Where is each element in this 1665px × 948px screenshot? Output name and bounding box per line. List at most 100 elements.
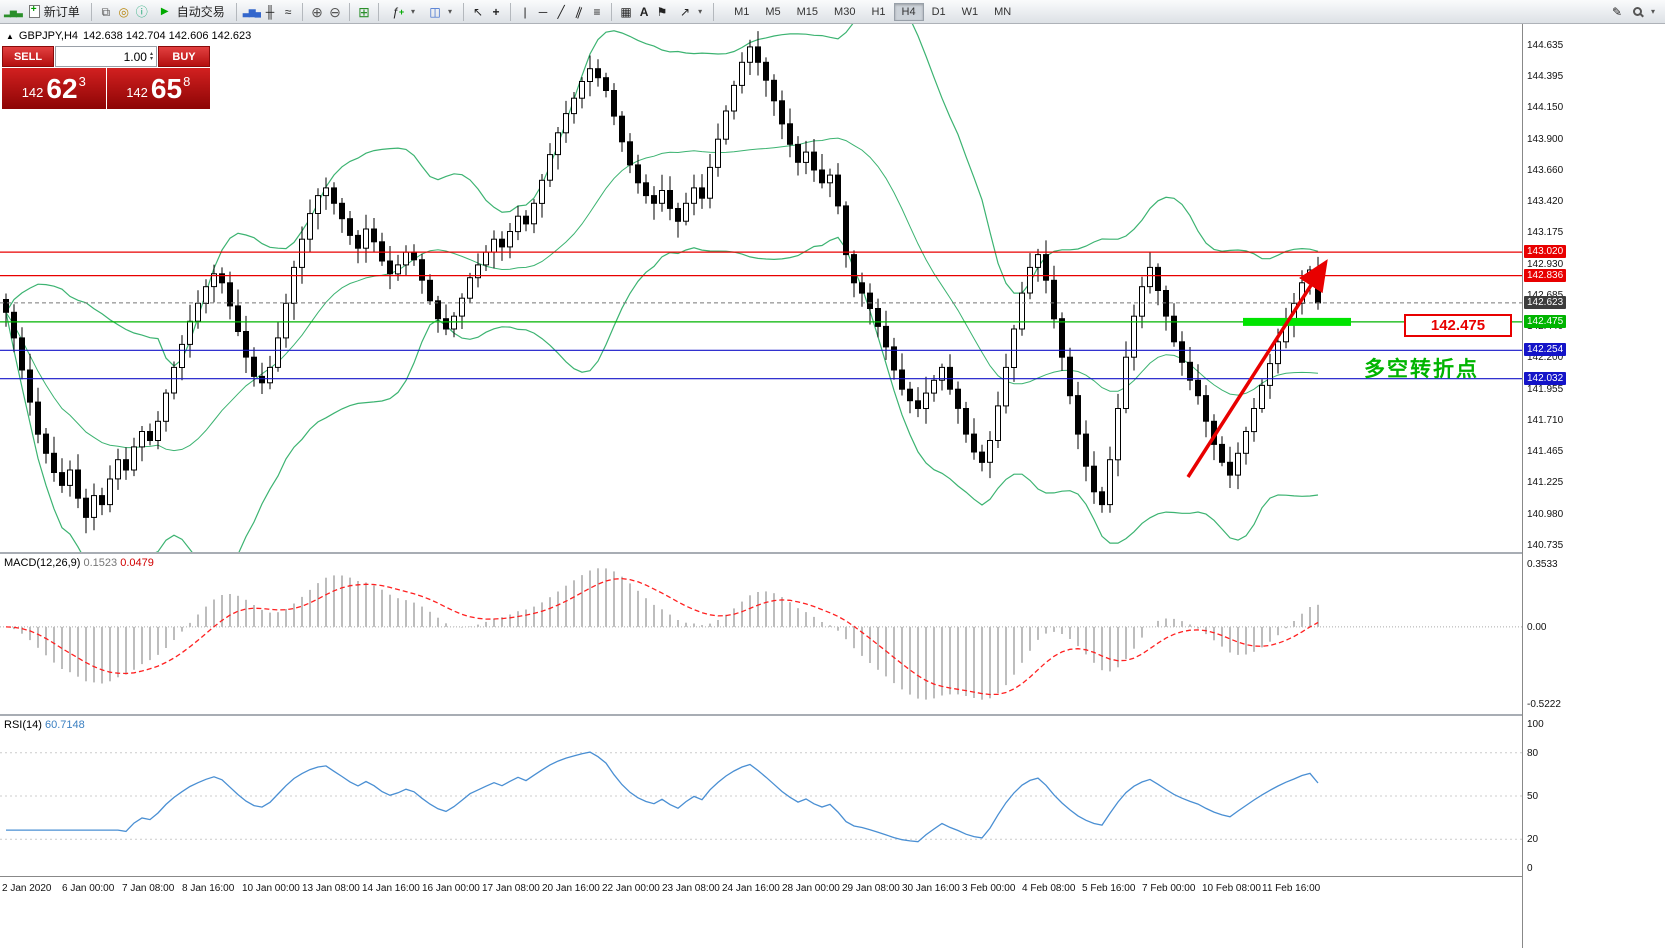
candle-body: [59, 472, 65, 486]
charts-windows-icon[interactable]: ⧉: [101, 4, 111, 19]
trend-arrow[interactable]: [1186, 259, 1328, 478]
bar-chart-icon[interactable]: ▃▆▄: [242, 6, 261, 17]
candle-body: [1035, 254, 1041, 268]
profiles-icon[interactable]: ◎: [118, 4, 130, 19]
volume-stepper[interactable]: ▴ ▾: [149, 50, 153, 62]
time-label: 11 Feb 16:00: [1262, 883, 1321, 894]
indicators-button[interactable]: ƒ + ▾: [385, 3, 420, 21]
timeframe-m5[interactable]: M5: [757, 3, 788, 21]
candle-body: [187, 320, 193, 345]
timeframe-m30[interactable]: M30: [826, 3, 863, 21]
candle-body: [179, 343, 185, 368]
search-icon[interactable]: [1632, 7, 1642, 16]
candle-body: [139, 431, 145, 448]
timeframe-mn[interactable]: MN: [986, 3, 1019, 21]
text-icon[interactable]: A: [639, 4, 649, 19]
candle-body: [115, 459, 121, 480]
timeframe-m1[interactable]: M1: [726, 3, 757, 21]
timeframe-m15[interactable]: M15: [789, 3, 826, 21]
candle-body: [739, 61, 745, 86]
candle-body: [171, 366, 177, 394]
price-axis[interactable]: 144.635 144.395 144.150 143.900 143.660 143.4…: [1522, 24, 1665, 948]
time-axis[interactable]: 2 Jan 2020 6 Jan 00:00 7 Jan 08:00 8 Jan 16…: [0, 877, 1522, 917]
tile-windows-icon[interactable]: ⊞: [358, 3, 370, 20]
candle-body: [1195, 379, 1201, 397]
price-callout[interactable]: 142.475: [1404, 314, 1512, 337]
chevron-down-icon: ▾: [1650, 7, 1655, 16]
new-order-button[interactable]: 新订单: [24, 2, 85, 21]
turning-point-label[interactable]: 多空转折点: [1364, 358, 1479, 381]
candle-body: [515, 215, 521, 233]
macd-label: MACD(12,26,9) 0.1523 0.0479: [4, 557, 154, 569]
buy-button[interactable]: BUY: [158, 46, 210, 67]
candle-body: [283, 302, 289, 339]
candle-body: [779, 100, 785, 125]
timeframe-h4[interactable]: H4: [893, 2, 924, 21]
candle-body: [707, 166, 713, 199]
timeframe-h1[interactable]: H1: [863, 3, 893, 21]
candle-body: [1155, 266, 1161, 291]
vertical-line-icon[interactable]: |: [523, 4, 527, 19]
price-tick: 140.735: [1527, 540, 1564, 551]
support-zone-bar[interactable]: [1243, 317, 1351, 326]
zoom-in-icon[interactable]: ⊕: [311, 3, 323, 20]
time-label: 3 Feb 00:00: [962, 883, 1016, 894]
candle-body: [123, 459, 129, 471]
pencil-icon[interactable]: ✎: [1611, 4, 1623, 19]
price-tick: 142.930: [1527, 258, 1564, 270]
candlestick-chart-icon[interactable]: ╫: [265, 4, 275, 19]
candle-body: [235, 305, 241, 332]
crosshair-icon[interactable]: +: [492, 4, 500, 19]
arrows-tool-button[interactable]: ↗ ▾: [672, 3, 707, 21]
time-label: 7 Feb 00:00: [1142, 883, 1196, 894]
candle-body: [595, 68, 601, 79]
rsi-scale-label: 80: [1527, 747, 1539, 759]
candle-body: [219, 273, 225, 284]
pane-separator[interactable]: [0, 714, 1665, 716]
candle-body: [27, 369, 33, 403]
channel-icon[interactable]: ∥: [573, 3, 585, 20]
auto-trading-button[interactable]: ▶ 自动交易: [152, 2, 230, 21]
candle-body: [699, 187, 705, 199]
candle-body: [491, 238, 497, 253]
sell-button[interactable]: SELL: [2, 46, 54, 67]
buy-price[interactable]: 142 65 8: [106, 68, 210, 109]
candle-body: [931, 379, 937, 394]
macd-pane[interactable]: [0, 554, 1522, 714]
time-label: 16 Jan 00:00: [422, 883, 480, 894]
candle-body: [787, 123, 793, 145]
rsi-pane[interactable]: [0, 716, 1522, 876]
price-tick: 144.150: [1527, 102, 1564, 114]
line-chart-icon[interactable]: ≈: [284, 4, 292, 19]
candle-body: [387, 260, 393, 275]
horizontal-line-icon[interactable]: ─: [538, 4, 548, 19]
time-label: 8 Jan 16:00: [182, 883, 235, 894]
data-window-icon[interactable]: ⓘ: [135, 4, 148, 19]
timeframe-w1[interactable]: W1: [954, 3, 987, 21]
pane-separator[interactable]: [0, 552, 1665, 554]
volume-input[interactable]: 1.00 ▴ ▾: [55, 46, 157, 67]
fibonacci-icon[interactable]: ≡: [593, 4, 601, 19]
new-chart-button[interactable]: ◫ ▾: [422, 3, 457, 21]
candle-body: [747, 46, 753, 63]
main-chart[interactable]: [0, 24, 1522, 552]
main-toolbar: ▂▅▃ 新订单 ⧉ ◎ ⓘ ▶ 自动交易 ▃▆▄ ╫ ≈ ⊕ ⊖ ⊞ ƒ+ ▾ ◫…: [0, 0, 1665, 24]
candle-body: [411, 251, 417, 261]
candle-body: [715, 138, 721, 168]
candle-body: [579, 81, 585, 99]
trendline-icon[interactable]: ╱: [557, 4, 565, 19]
candle-body: [811, 151, 817, 171]
sell-price[interactable]: 142 62 3: [2, 68, 106, 109]
time-axis-separator: [0, 876, 1665, 877]
zoom-out-icon[interactable]: ⊖: [329, 3, 341, 20]
candle-body: [1187, 361, 1193, 381]
candle-body: [563, 113, 569, 134]
cursor-icon[interactable]: ↖: [473, 4, 484, 19]
text-label-icon[interactable]: ⚑: [656, 4, 668, 19]
candle-body: [259, 375, 265, 384]
symbol-ohlc-values: 142.638 142.704 142.606 142.623: [83, 30, 252, 42]
candle-body: [251, 356, 257, 377]
candle-body: [211, 273, 217, 288]
shapes-icon[interactable]: ▦: [620, 4, 632, 19]
timeframe-d1[interactable]: D1: [924, 3, 954, 21]
